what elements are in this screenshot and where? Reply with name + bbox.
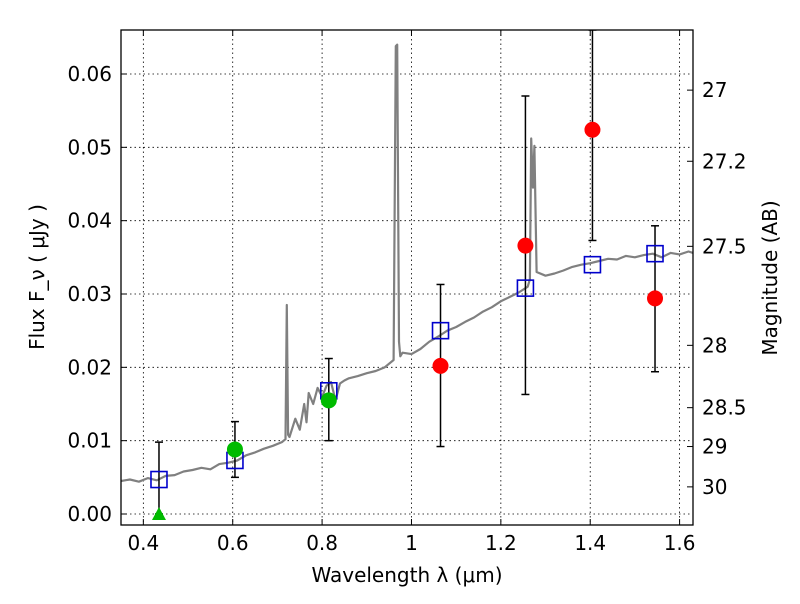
y-tick-label: 0.02 — [67, 355, 112, 379]
model-photometry-square — [583, 255, 602, 274]
y-right-tick-label: 27.2 — [702, 149, 747, 173]
y-tick-label: 0.01 — [67, 429, 112, 453]
plot-frame — [120, 29, 694, 526]
upper-limit-triangle — [151, 507, 166, 520]
model-spectrum-line — [121, 43, 693, 483]
observed-flux-point — [432, 357, 449, 374]
y-axis-label: Flux F_ν ( μJy ) — [25, 204, 49, 350]
grid — [121, 30, 693, 525]
data-layer — [121, 30, 693, 520]
y-right-tick-label: 30 — [702, 475, 727, 499]
y-tick-label: 0.05 — [67, 135, 112, 159]
x-tick-label: 1.6 — [664, 531, 696, 555]
x-tick-label: 1.4 — [574, 531, 606, 555]
model-photometry-square — [646, 244, 664, 263]
model-photometry-square — [150, 470, 168, 489]
model-photometry-square — [516, 279, 535, 297]
y-tick-label: 0.04 — [67, 209, 112, 233]
data-clip-group — [121, 30, 693, 520]
model-photometry-square — [431, 321, 450, 340]
y-tick-label: 0.06 — [67, 62, 112, 86]
y-right-tick-label: 28 — [702, 333, 727, 357]
observed-flux-point — [517, 237, 534, 254]
observed-flux-point — [320, 392, 337, 409]
x-tick-label: 0.8 — [306, 531, 338, 555]
x-tick-label: 1 — [405, 531, 418, 555]
ticks: 0.4 0.6 0.8 1 1.2 1.4 1.6 0.00 0.01 0.02 0.03 0.04 0… — [67, 30, 747, 555]
y-right-tick-label: 27 — [702, 78, 727, 102]
observed-flux-point — [647, 290, 664, 307]
y-tick-label: 0.00 — [67, 502, 112, 526]
observed-flux-point — [226, 441, 243, 458]
y-right-tick-label: 27.5 — [702, 234, 747, 258]
plot-area-background — [121, 30, 693, 525]
x-tick-label: 0.6 — [217, 531, 249, 555]
x-axis-label: Wavelength λ (μm) — [311, 563, 502, 587]
observed-flux-point — [584, 121, 601, 138]
y-right-tick-label: 29 — [702, 435, 727, 459]
x-tick-label: 0.4 — [127, 531, 159, 555]
y-right-tick-label: 28.5 — [702, 396, 747, 420]
y-tick-label: 0.03 — [67, 282, 112, 306]
x-tick-label: 1.2 — [485, 531, 517, 555]
y-axis-right-label: Magnitude (AB) — [758, 200, 782, 355]
